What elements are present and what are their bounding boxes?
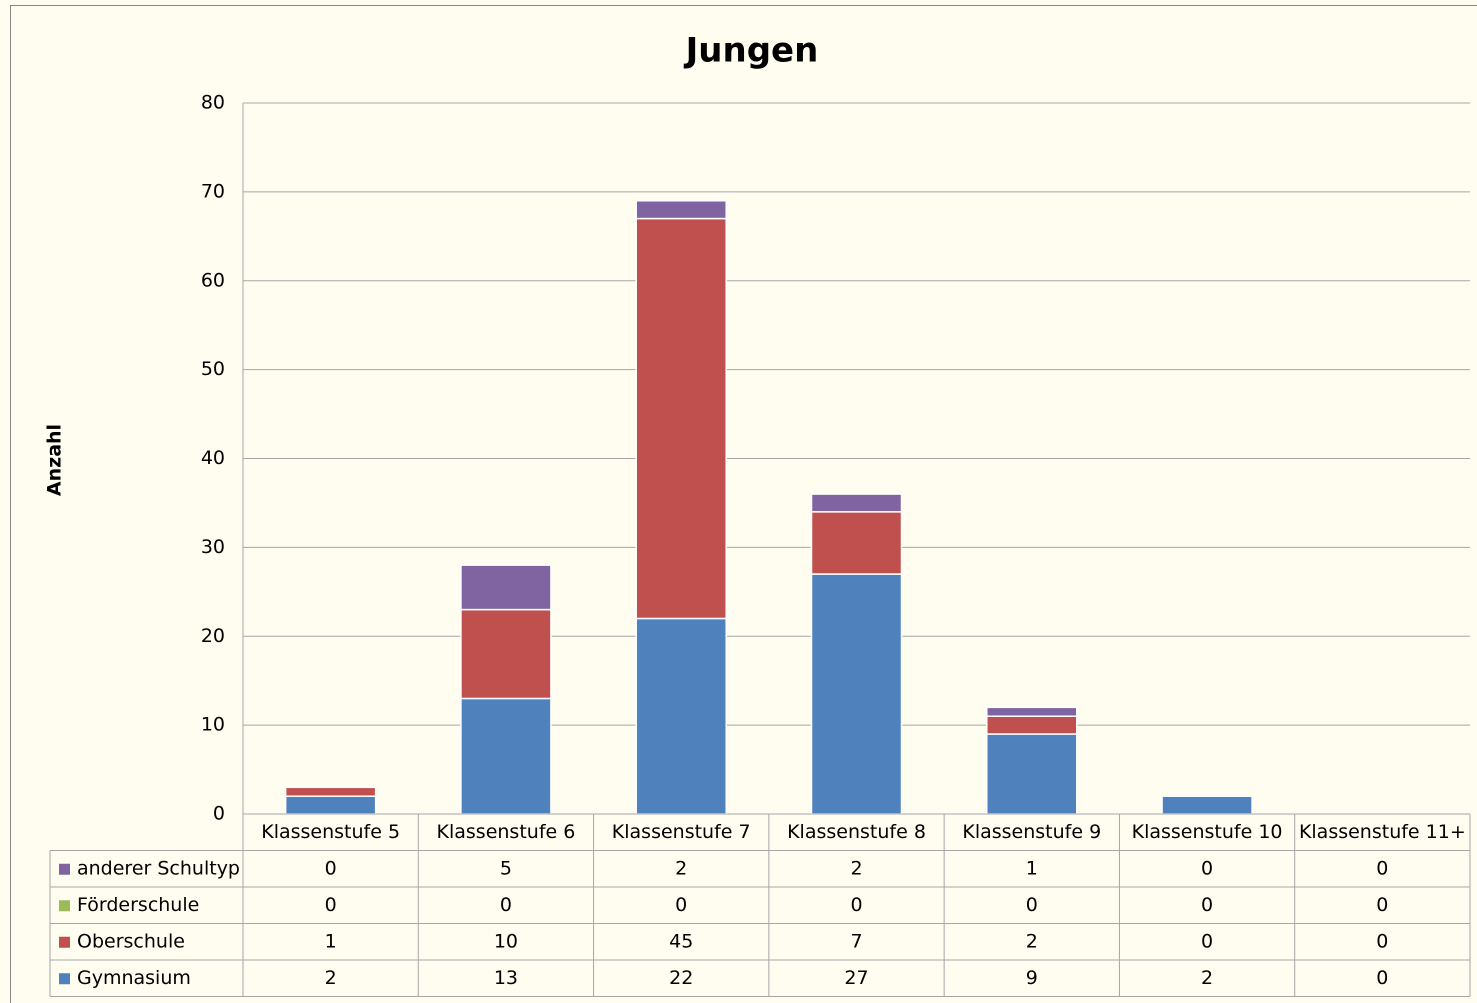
table-value: 0 bbox=[1376, 857, 1388, 879]
chart-title: Jungen bbox=[684, 31, 819, 71]
table-value: 0 bbox=[325, 857, 337, 879]
legend-label: anderer Schultyp bbox=[77, 857, 240, 879]
table-value: 0 bbox=[325, 894, 337, 916]
bar bbox=[460, 564, 552, 611]
y-tick-label: 40 bbox=[201, 447, 225, 469]
bar bbox=[986, 715, 1078, 735]
table-value: 0 bbox=[1376, 930, 1388, 952]
table-value: 0 bbox=[1201, 894, 1213, 916]
table-value: 1 bbox=[1026, 857, 1038, 879]
legend-swatch bbox=[59, 863, 70, 875]
table-value: 2 bbox=[850, 857, 862, 879]
table-value: 5 bbox=[500, 857, 512, 879]
y-tick-label: 80 bbox=[201, 92, 225, 114]
bar bbox=[635, 617, 727, 815]
bar bbox=[284, 795, 377, 815]
table-value: 22 bbox=[669, 967, 693, 989]
table-value: 0 bbox=[500, 894, 512, 916]
table-value: 1 bbox=[325, 930, 337, 952]
legend-label: Förderschule bbox=[77, 894, 199, 916]
table-value: 2 bbox=[1201, 967, 1213, 989]
bar bbox=[635, 200, 727, 220]
bar bbox=[1161, 795, 1253, 815]
bar bbox=[460, 697, 552, 815]
table-value: 0 bbox=[675, 894, 687, 916]
bar bbox=[635, 217, 727, 620]
x-tick-label: Klassenstufe 10 bbox=[1132, 821, 1283, 843]
y-tick-label: 10 bbox=[201, 714, 225, 736]
table-value: 0 bbox=[1201, 930, 1213, 952]
bar bbox=[810, 511, 903, 575]
y-tick-label: 50 bbox=[201, 358, 225, 380]
x-tick-label: Klassenstufe 11+ bbox=[1299, 821, 1466, 843]
table-value: 0 bbox=[1201, 857, 1213, 879]
table-value: 27 bbox=[844, 967, 868, 989]
bar bbox=[810, 493, 903, 513]
x-tick-label: Klassenstufe 6 bbox=[437, 821, 576, 843]
table-value: 45 bbox=[669, 930, 693, 952]
legend-swatch bbox=[59, 936, 70, 948]
legend-label: Gymnasium bbox=[77, 967, 191, 989]
table-value: 7 bbox=[850, 930, 862, 952]
bar bbox=[460, 608, 552, 700]
x-tick-label: Klassenstufe 7 bbox=[612, 821, 751, 843]
table-value: 0 bbox=[1376, 967, 1388, 989]
y-tick-label: 0 bbox=[213, 803, 225, 825]
table-value: 0 bbox=[1376, 894, 1388, 916]
legend-swatch bbox=[59, 973, 70, 985]
table-value: 13 bbox=[494, 967, 518, 989]
bar bbox=[810, 573, 903, 815]
legend-swatch bbox=[59, 900, 70, 912]
y-tick-label: 60 bbox=[201, 269, 225, 291]
bar bbox=[284, 786, 377, 797]
x-tick-label: Klassenstufe 9 bbox=[962, 821, 1101, 843]
table-value: 2 bbox=[1026, 930, 1038, 952]
table-value: 10 bbox=[494, 930, 518, 952]
table-value: 0 bbox=[1026, 894, 1038, 916]
y-tick-label: 30 bbox=[201, 536, 225, 558]
y-tick-label: 20 bbox=[201, 625, 225, 647]
table-value: 2 bbox=[675, 857, 687, 879]
chart-border bbox=[10, 5, 1477, 1003]
x-tick-label: Klassenstufe 5 bbox=[261, 821, 400, 843]
table-value: 9 bbox=[1026, 967, 1038, 989]
legend-label: Oberschule bbox=[77, 930, 185, 952]
x-tick-label: Klassenstufe 8 bbox=[787, 821, 926, 843]
y-tick-label: 70 bbox=[201, 180, 225, 202]
table-value: 0 bbox=[850, 894, 862, 916]
y-axis-label: Anzahl bbox=[44, 424, 66, 496]
bar bbox=[986, 733, 1078, 815]
table-value: 2 bbox=[325, 967, 337, 989]
bar bbox=[986, 706, 1078, 717]
